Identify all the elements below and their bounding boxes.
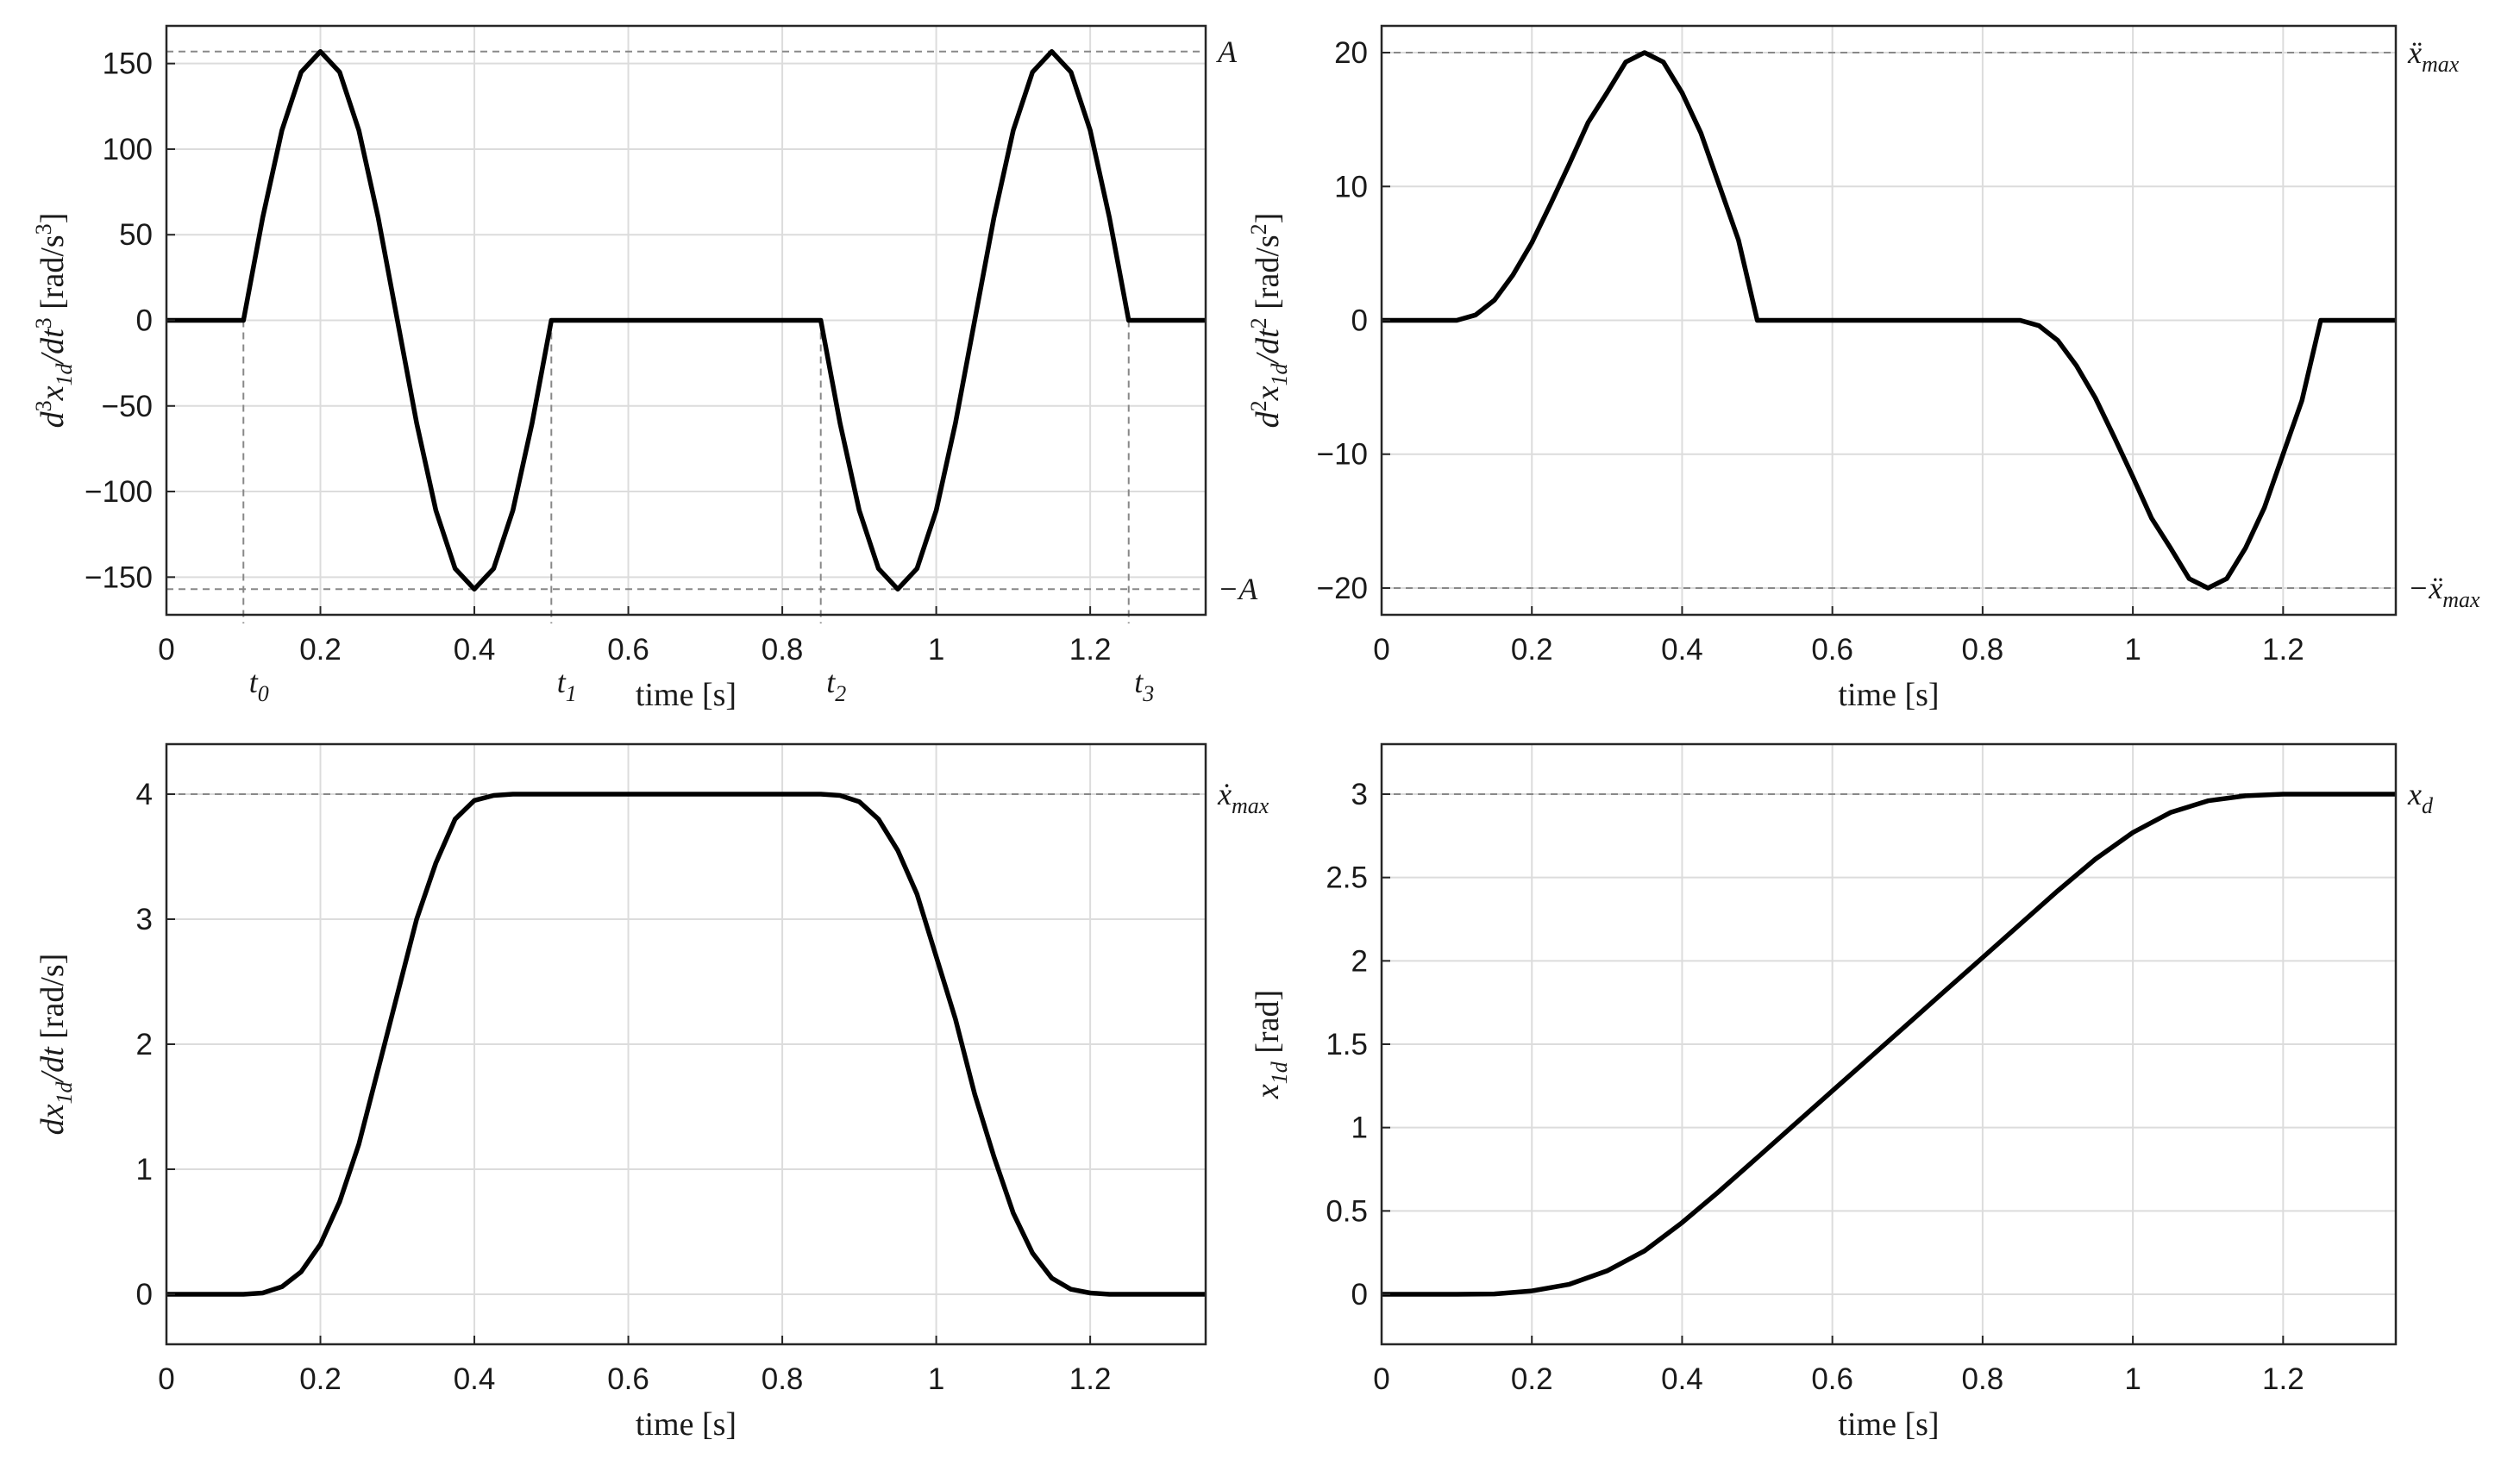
- x-tick-label: 0.2: [1511, 1362, 1553, 1396]
- x-tick-label: 0: [158, 633, 174, 667]
- x-tick-label: 1: [928, 1362, 944, 1396]
- y-tick-label: 4: [136, 778, 153, 811]
- reference-label: xd: [2407, 777, 2434, 818]
- x-tick-label: 0.8: [762, 633, 804, 667]
- y-tick-label: 1: [1351, 1111, 1368, 1145]
- reference-label: ẍmax: [2407, 35, 2460, 77]
- y-tick-label: 2: [136, 1028, 153, 1061]
- x-tick-label: 0.4: [1661, 633, 1703, 667]
- x-tick-label: 0.6: [1811, 1362, 1853, 1396]
- reference-label: −ẍmax: [2408, 571, 2480, 612]
- y-axis-label: dx1d/dt [rad/s]: [34, 954, 77, 1136]
- y-axis-label: d2x1d/dt2 [rad/s2]: [1246, 213, 1292, 429]
- series-line-1: [166, 49, 1206, 592]
- y-tick-label: 0: [1351, 304, 1368, 338]
- y-tick-label: 3: [136, 903, 153, 936]
- x-tick-label: 1.2: [1069, 633, 1112, 667]
- x-axis-label: time [s]: [1838, 1406, 1939, 1443]
- reference-label: −A: [1218, 572, 1258, 606]
- y-tick-label: 20: [1334, 36, 1368, 70]
- time-marker-label: t0: [249, 665, 269, 706]
- y-axis-label: x1d [rad]: [1250, 990, 1292, 1099]
- x-axis-label: time [s]: [1838, 677, 1939, 713]
- x-tick-label: 0: [1373, 633, 1389, 667]
- x-tick-label: 0.4: [454, 633, 496, 667]
- x-tick-label: 1.2: [1069, 1362, 1112, 1396]
- chart-panel-1: A −A t0 t1 t2 t3 0 0.2 0.4 0.6 0.8 1 1.2 −150 −100 −50 0…: [31, 24, 1258, 713]
- x-tick-label: 0.6: [607, 1362, 649, 1396]
- time-marker-label: t1: [557, 665, 577, 706]
- y-tick-label: 3: [1351, 778, 1368, 811]
- x-tick-label: 0.6: [1811, 633, 1853, 667]
- x-tick-label: 0.2: [299, 633, 342, 667]
- y-tick-label: 1: [136, 1153, 153, 1186]
- x-tick-label: 1.2: [2262, 1362, 2304, 1396]
- x-tick-label: 0.8: [1962, 633, 2004, 667]
- x-tick-label: 0.6: [607, 633, 649, 667]
- x-tick-label: 0.2: [299, 1362, 342, 1396]
- x-axis-label: time [s]: [636, 1406, 737, 1443]
- y-tick-label: 0: [1351, 1278, 1368, 1312]
- y-tick-label: −150: [85, 560, 153, 594]
- x-tick-label: 1: [2124, 1362, 2141, 1396]
- series-line-1: [1382, 50, 2396, 591]
- x-axis-label: time [s]: [636, 677, 737, 713]
- y-tick-label: 50: [119, 218, 153, 252]
- reference-label: A: [1216, 34, 1238, 69]
- y-tick-label: 0: [136, 304, 153, 338]
- series-line-1: [166, 792, 1206, 1297]
- y-tick-label: 1.5: [1326, 1028, 1368, 1061]
- y-tick-label: 2: [1351, 944, 1368, 978]
- x-tick-label: 0.4: [454, 1362, 496, 1396]
- y-tick-label: −100: [85, 475, 153, 509]
- x-tick-label: 1.2: [2262, 633, 2304, 667]
- y-tick-label: 2.5: [1326, 861, 1368, 895]
- series-line-1: [1382, 792, 2396, 1297]
- chart-panel-4: xd 0 0.2 0.4 0.6 0.8 1 1.2 0 0.5 1 1.5 2 2.5 3 time [s]…: [1250, 742, 2434, 1443]
- chart-panel-3: ẋmax 0 0.2 0.4 0.6 0.8 1 1.2 0 1 2 3 4 time [s] dx1d/d…: [34, 742, 1269, 1443]
- y-tick-label: 100: [103, 133, 153, 166]
- y-tick-label: 150: [103, 47, 153, 81]
- x-tick-label: 0.8: [762, 1362, 804, 1396]
- x-tick-label: 0.8: [1962, 1362, 2004, 1396]
- y-tick-label: 10: [1334, 170, 1368, 203]
- x-tick-label: 0: [1373, 1362, 1389, 1396]
- y-tick-label: −50: [102, 390, 153, 423]
- x-tick-label: 0.2: [1511, 633, 1553, 667]
- x-tick-label: 0: [158, 1362, 174, 1396]
- y-tick-label: 0.5: [1326, 1194, 1368, 1228]
- x-tick-label: 1: [2124, 633, 2141, 667]
- x-tick-label: 1: [928, 633, 944, 667]
- y-tick-label: −20: [1317, 572, 1368, 605]
- time-marker-label: t2: [826, 665, 846, 706]
- y-axis-label: d3x1d/dt3 [rad/s3]: [31, 213, 77, 429]
- chart-panel-2: ẍmax −ẍmax 0 0.2 0.4 0.6 0.8 1 1.2 −20 −10 0 10 20 tim…: [1246, 24, 2480, 713]
- y-tick-label: 0: [136, 1278, 153, 1312]
- y-tick-label: −10: [1317, 438, 1368, 472]
- time-marker-label: t3: [1134, 665, 1154, 706]
- reference-label: ẋmax: [1217, 777, 1269, 818]
- x-tick-label: 0.4: [1661, 1362, 1703, 1396]
